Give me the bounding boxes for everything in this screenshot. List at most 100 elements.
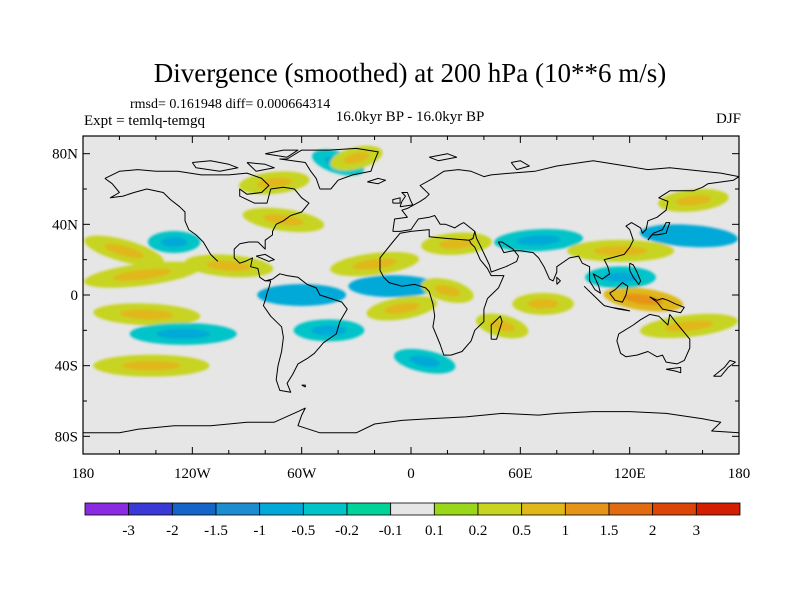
contour-core-14 [370, 281, 415, 292]
contour-core-21 [516, 235, 561, 246]
colorbar-label: -2 [166, 523, 179, 539]
contour-core-3 [120, 309, 174, 320]
colorbar-label: 3 [693, 523, 701, 539]
lat-tick-label: 40S [55, 359, 78, 375]
colorbar: -3 -2 -1.5 -1 -0.5 -0.2 -0.1 0.1 0.2 0.5 1 1.5 2 3 [84, 502, 741, 539]
contour-core-20 [527, 298, 559, 309]
contour-core-23 [664, 230, 714, 242]
contour-core-11 [279, 290, 324, 300]
colorbar-swatch-13 [652, 502, 697, 516]
stats-label: rmsd= 0.161948 diff= 0.000664314 [130, 97, 330, 112]
contour-core-5 [156, 328, 211, 339]
coastline-segment-22 [265, 149, 299, 158]
season-label: DJF [716, 111, 741, 127]
coastline-segment-19 [556, 276, 561, 285]
coastline-segment-0 [104, 169, 348, 393]
coastline-segment-6 [616, 313, 691, 365]
colorbar-label: -1 [253, 523, 266, 539]
axis-ticks: 180 120W 60W 0 60E 120E 180 80N 40N 0 40S 80S [52, 136, 750, 482]
coastline-segment-8 [583, 285, 631, 312]
colorbar-label: -0.2 [335, 523, 359, 539]
contour-core-24 [623, 293, 664, 306]
colorbar-swatch-9 [477, 502, 523, 516]
coastline-segment-20 [191, 160, 239, 172]
colorbar-label: 0.2 [469, 523, 488, 539]
coastline-segment-12 [647, 222, 671, 241]
colorbar-label: -3 [122, 523, 135, 539]
contour-core-22 [593, 245, 648, 256]
contour-core-27 [675, 195, 712, 206]
colorbar-swatch-8 [433, 502, 479, 516]
colorbar-label: -1.5 [204, 523, 228, 539]
colorbar-label: 0.5 [512, 523, 531, 539]
contour-core-7 [263, 214, 304, 226]
colorbar-swatch-12 [608, 502, 654, 516]
lon-tick-label: 60W [287, 466, 317, 482]
contour-core-25 [602, 272, 639, 283]
period-label: 16.0kyr BP - 16.0kyr BP [336, 109, 485, 125]
colorbar-swatch-6 [346, 502, 392, 516]
coastline-segment-23 [429, 153, 458, 162]
colorbar-swatch-5 [302, 502, 348, 516]
coastline-segment-3 [392, 160, 739, 232]
lat-tick-label: 40N [52, 217, 78, 233]
coastline-segment-14 [392, 197, 401, 204]
contour-core-15 [384, 302, 420, 314]
colorbar-swatch-2 [171, 502, 217, 516]
lat-tick-label: 0 [71, 288, 79, 304]
map-panel: 180 120W 60W 0 60E 120E 180 80N 40N 0 40S 80S [52, 135, 750, 482]
experiment-label: Expt = temlq-temgq [84, 113, 205, 129]
colorbar-label: 1 [562, 523, 570, 539]
lon-tick-label: 120E [614, 466, 646, 482]
coastline-segment-7 [83, 407, 739, 434]
contour-core-13 [352, 258, 397, 270]
coastline-segment-1 [104, 177, 219, 262]
colorbar-swatch-3 [215, 502, 261, 516]
contour-core-4 [122, 360, 181, 371]
contour-core-1 [161, 237, 188, 247]
contour-core-18 [434, 284, 461, 297]
contour-core-2 [113, 268, 172, 281]
contour-core-10 [343, 152, 370, 164]
coastline-segment-21 [246, 162, 275, 172]
coastline-segment-25 [666, 366, 682, 374]
contour-core-17 [438, 238, 475, 249]
colorbar-swatch-10 [521, 502, 566, 516]
lat-tick-label: 80N [52, 147, 78, 163]
coastline-segment-18 [255, 253, 275, 262]
colorbar-label: -0.1 [379, 523, 403, 539]
coastline-segment-4 [379, 215, 505, 356]
lon-tick-label: 0 [407, 466, 415, 482]
coastline-segment-15 [367, 177, 386, 185]
coastline-segment-13 [399, 192, 414, 208]
coastline-segment-16 [713, 359, 736, 377]
colorbar-swatch-0 [84, 502, 130, 516]
lon-tick-label: 180 [728, 466, 751, 482]
coastline-segment-26 [301, 384, 306, 388]
contour-core-8 [256, 177, 292, 189]
contour-core-0 [104, 243, 144, 259]
lon-tick-label: 60E [508, 466, 532, 482]
coastline-segment-24 [510, 160, 530, 171]
coastline-segment-11 [629, 262, 642, 285]
contour-core-19 [489, 320, 516, 332]
colorbar-label: 0.1 [425, 523, 444, 539]
contour-core-16 [409, 355, 441, 367]
lon-tick-label: 120W [174, 466, 212, 482]
colorbar-label: 2 [649, 523, 657, 539]
coastline-segment-2 [279, 147, 379, 190]
coastline-segment-10 [649, 296, 685, 314]
lat-tick-label: 80S [55, 429, 78, 445]
lon-tick-label: 180 [72, 466, 95, 482]
colorbar-swatch-7 [390, 502, 435, 516]
coastline-segment-17 [490, 315, 503, 340]
colorbar-label: -0.5 [291, 523, 315, 539]
colorbar-swatch-4 [259, 502, 304, 516]
colorbar-swatch-1 [128, 502, 173, 516]
colorbar-swatch-11 [564, 502, 610, 516]
coastline-segment-9 [609, 282, 629, 303]
plot-title: Divergence (smoothed) at 200 hPa (10**6 … [154, 58, 666, 88]
contour-core-12 [311, 325, 347, 336]
coastline-segment-5 [474, 176, 739, 294]
